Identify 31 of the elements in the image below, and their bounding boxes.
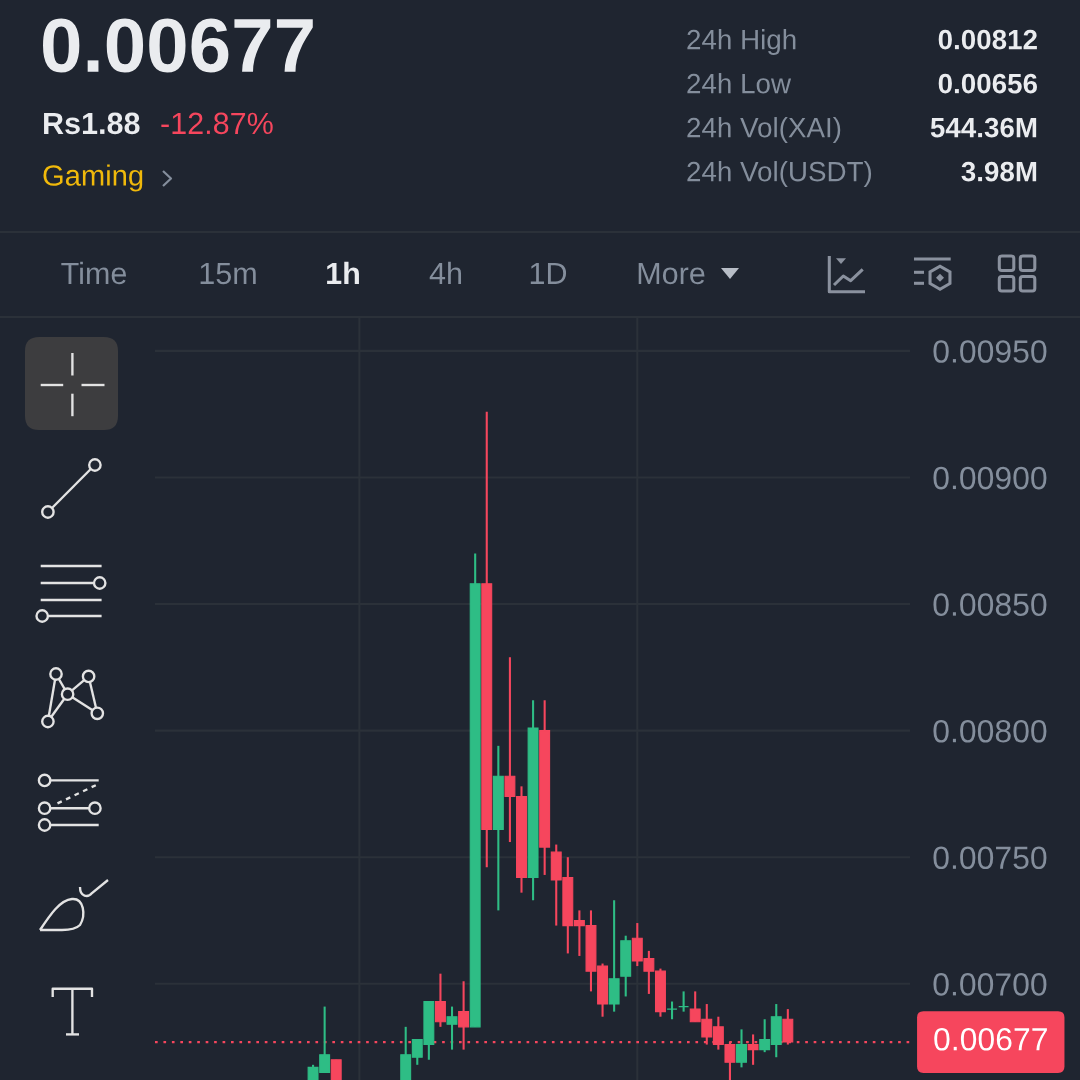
- y-tick-label: 0.00800: [933, 719, 1047, 743]
- y-tick-label: 0.00950: [933, 340, 1047, 363]
- text: Time: [61, 261, 127, 285]
- text: 15m: [200, 262, 256, 285]
- text: 24h High: [687, 29, 796, 55]
- y-tick-label: 0.00700: [933, 973, 1047, 996]
- candlestick: [736, 1028, 747, 1069]
- candlestick: [330, 1058, 342, 1080]
- text: -12.87%: [161, 112, 273, 135]
- text: 0.00812: [938, 29, 1037, 50]
- text: 544.36M: [930, 117, 1037, 138]
- text: 1h: [327, 261, 359, 284]
- y-tick-label: 0.00900: [933, 466, 1047, 490]
- candlestick: [782, 1008, 794, 1046]
- candlestick: [446, 1005, 458, 1051]
- text: 24h Low: [687, 73, 792, 94]
- ref-line-label: 0.00677: [934, 1027, 1047, 1051]
- candlestick: [678, 990, 690, 1013]
- text: 1D: [530, 262, 567, 284]
- text: 24h Vol(XAI): [687, 117, 841, 143]
- text: 0.00656: [938, 73, 1038, 94]
- y-tick-label: 0.00850: [933, 593, 1047, 616]
- text: 3.98M: [961, 161, 1037, 182]
- text: 24h Vol(USDT): [687, 161, 872, 187]
- text: More: [638, 262, 705, 285]
- chart-title: 0.00677: [43, 18, 313, 73]
- text: Gaming: [43, 164, 143, 192]
- y-tick-label: 0.00750: [933, 846, 1047, 870]
- text: 4h: [429, 261, 462, 284]
- text: Rs1.88: [44, 112, 140, 135]
- candlestick: [434, 972, 446, 1028]
